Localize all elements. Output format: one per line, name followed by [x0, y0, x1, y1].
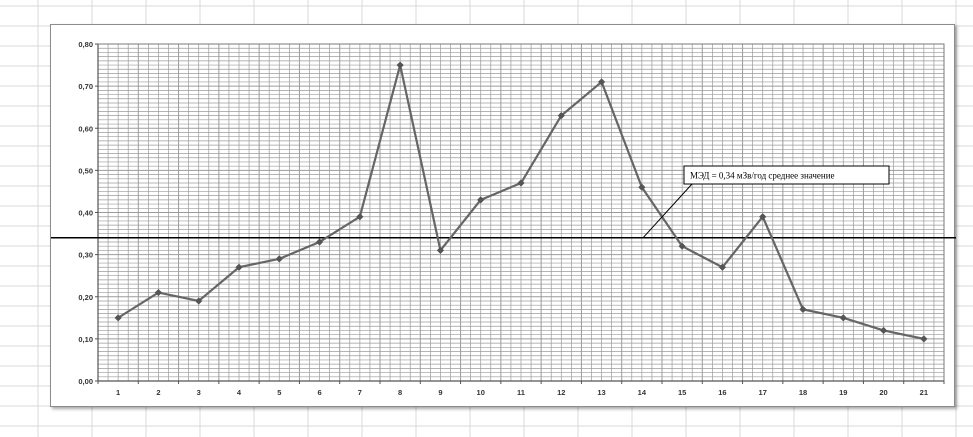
x-tick-label: 8	[398, 388, 402, 397]
annotation-group: МЭД = 0,34 мЗв/год среднее значение	[642, 165, 890, 239]
x-tick-label: 10	[477, 388, 485, 397]
x-tick-label: 1	[116, 388, 120, 397]
data-point-marker	[114, 314, 122, 322]
x-tick-label: 18	[799, 388, 807, 397]
data-point-marker	[759, 213, 767, 221]
data-point-marker	[396, 61, 404, 69]
x-tick-label: 5	[277, 388, 281, 397]
x-tick-label: 7	[358, 388, 362, 397]
tick-labels: 0,000,100,200,300,400,500,600,700,801 2 3 4…	[78, 40, 945, 397]
data-point-marker	[315, 238, 324, 246]
x-tick-label: 2	[156, 388, 160, 397]
x-tick-label: 4	[237, 388, 242, 397]
line-chart: 0,000,100,200,300,400,500,600,700,801 2 3 4…	[51, 40, 956, 397]
series-group	[114, 61, 928, 343]
data-point-marker	[356, 213, 364, 221]
x-tick-label: 14	[638, 388, 647, 397]
y-tick-label: 0,80	[78, 40, 93, 49]
data-point-marker	[678, 242, 686, 250]
x-tick-label: 19	[839, 388, 847, 397]
y-tick-label: 0,60	[78, 124, 93, 133]
y-tick-label: 0,50	[78, 166, 93, 175]
x-tick-label: 3	[197, 388, 201, 397]
y-tick-label: 0,20	[78, 293, 93, 302]
x-tick-label: 16	[718, 388, 726, 397]
annotation-leader-line	[642, 183, 693, 239]
x-tick-label: 21	[920, 388, 928, 397]
y-tick-label: 0,40	[78, 209, 93, 218]
data-point-marker	[557, 112, 565, 120]
y-tick-label: 0,30	[78, 251, 93, 260]
annotation-text: МЭД = 0,34 мЗв/год среднее значение	[690, 171, 835, 181]
x-tick-label: 12	[557, 388, 565, 397]
data-point-marker	[275, 255, 283, 263]
data-point-marker	[597, 78, 606, 86]
data-point-marker	[920, 335, 928, 343]
data-point-marker	[436, 246, 445, 255]
x-tick-label: 9	[438, 388, 442, 397]
chart-gridlines	[97, 43, 945, 382]
y-tick-label: 0,70	[78, 82, 93, 91]
data-point-marker	[839, 314, 847, 322]
data-point-marker	[477, 196, 485, 204]
data-point-marker	[718, 263, 727, 271]
data-point-marker	[799, 305, 807, 313]
x-tick-label: 17	[759, 388, 767, 397]
x-tick-label: 13	[597, 388, 605, 397]
y-tick-label: 0,00	[78, 377, 93, 386]
data-point-marker	[638, 183, 646, 191]
x-tick-label: 11	[517, 388, 525, 397]
x-tick-label: 6	[317, 388, 321, 397]
data-point-marker	[879, 326, 888, 335]
data-point-marker	[195, 297, 203, 305]
data-point-marker	[517, 179, 525, 187]
data-point-marker	[235, 263, 243, 271]
y-tick-label: 0,10	[78, 335, 93, 344]
annotation-box	[683, 165, 890, 185]
chart-area[interactable]: 0,00 0,10 0,20 0,30 0,40 0,50 0,60 0,70 0,80 1 2 3 4…	[50, 24, 956, 407]
x-tick-label: 15	[678, 388, 686, 397]
data-point-marker	[154, 288, 163, 297]
x-tick-label: 20	[879, 388, 887, 397]
